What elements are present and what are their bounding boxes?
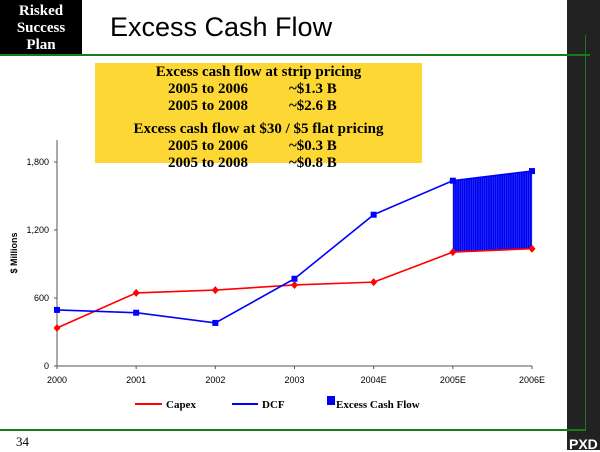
x-tick-label: 2002 (205, 375, 225, 385)
period: 2005 to 2008 (168, 98, 248, 114)
dcf-point (449, 177, 456, 184)
badge-line: Risked (18, 3, 64, 19)
value: ~$0.8 B (289, 155, 337, 171)
page-number: 34 (16, 434, 29, 449)
x-tick-label: 2001 (126, 375, 146, 385)
dcf-point (529, 168, 535, 175)
legend-dcf-label: DCF (262, 399, 285, 411)
capex-point (211, 286, 219, 295)
section-badge: Risked Success Plan (0, 0, 82, 55)
dcf-point (370, 211, 377, 218)
badge-line: Success (16, 20, 66, 36)
callout-heading: Excess cash flow at $30 / $5 flat pricin… (133, 121, 384, 137)
y-tick-label: 1,800 (26, 157, 49, 167)
right-sidebar (567, 0, 600, 450)
callout-heading: Excess cash flow at strip pricing (155, 64, 362, 80)
period: 2005 to 2008 (168, 155, 248, 171)
x-tick-label: 2004E (361, 375, 387, 385)
dcf-point (212, 319, 219, 326)
y-axis-label: $ Millions (9, 232, 19, 273)
badge-line: Plan (26, 37, 56, 53)
x-tick-label: 2003 (284, 375, 304, 385)
y-tick-label: 1,200 (26, 225, 49, 235)
dcf-point (54, 306, 60, 313)
capex-point (528, 244, 536, 253)
capex-point (53, 324, 61, 333)
company-logo: PXD (569, 436, 598, 452)
callout-text: Excess cash flow at strip pricing 2005 t… (95, 64, 422, 172)
legend-area-swatch (327, 396, 335, 405)
period: 2005 to 2006 (168, 138, 248, 154)
value: ~$1.3 B (289, 81, 337, 97)
callout-row: 2005 to 2008 ~$0.8 B (95, 155, 422, 172)
slide-title: Excess Cash Flow (110, 12, 333, 42)
dcf-point (133, 309, 140, 316)
y-tick-label: 600 (34, 293, 49, 303)
callout-row: 2005 to 2006 ~$0.3 B (95, 138, 422, 155)
x-tick-label: 2006E (519, 375, 545, 385)
callout-row: 2005 to 2008 ~$2.6 B (95, 98, 422, 115)
legend-capex-label: Capex (166, 399, 196, 411)
capex-point (449, 248, 457, 257)
x-tick-label: 2000 (47, 375, 67, 385)
value: ~$0.3 B (289, 138, 337, 154)
dcf-point (291, 275, 298, 282)
capex-point (132, 288, 140, 297)
legend-area-label: Excess Cash Flow (336, 399, 420, 411)
divider (585, 35, 586, 431)
capex-point (291, 280, 298, 289)
capex-point (370, 278, 378, 287)
callout-box (95, 63, 422, 163)
y-tick-label: 0 (44, 361, 49, 371)
divider (0, 54, 590, 56)
divider (0, 429, 586, 431)
callout-row: 2005 to 2006 ~$1.3 B (95, 81, 422, 98)
x-tick-label: 2005E (440, 375, 466, 385)
period: 2005 to 2006 (168, 81, 248, 97)
value: ~$2.6 B (289, 98, 337, 114)
